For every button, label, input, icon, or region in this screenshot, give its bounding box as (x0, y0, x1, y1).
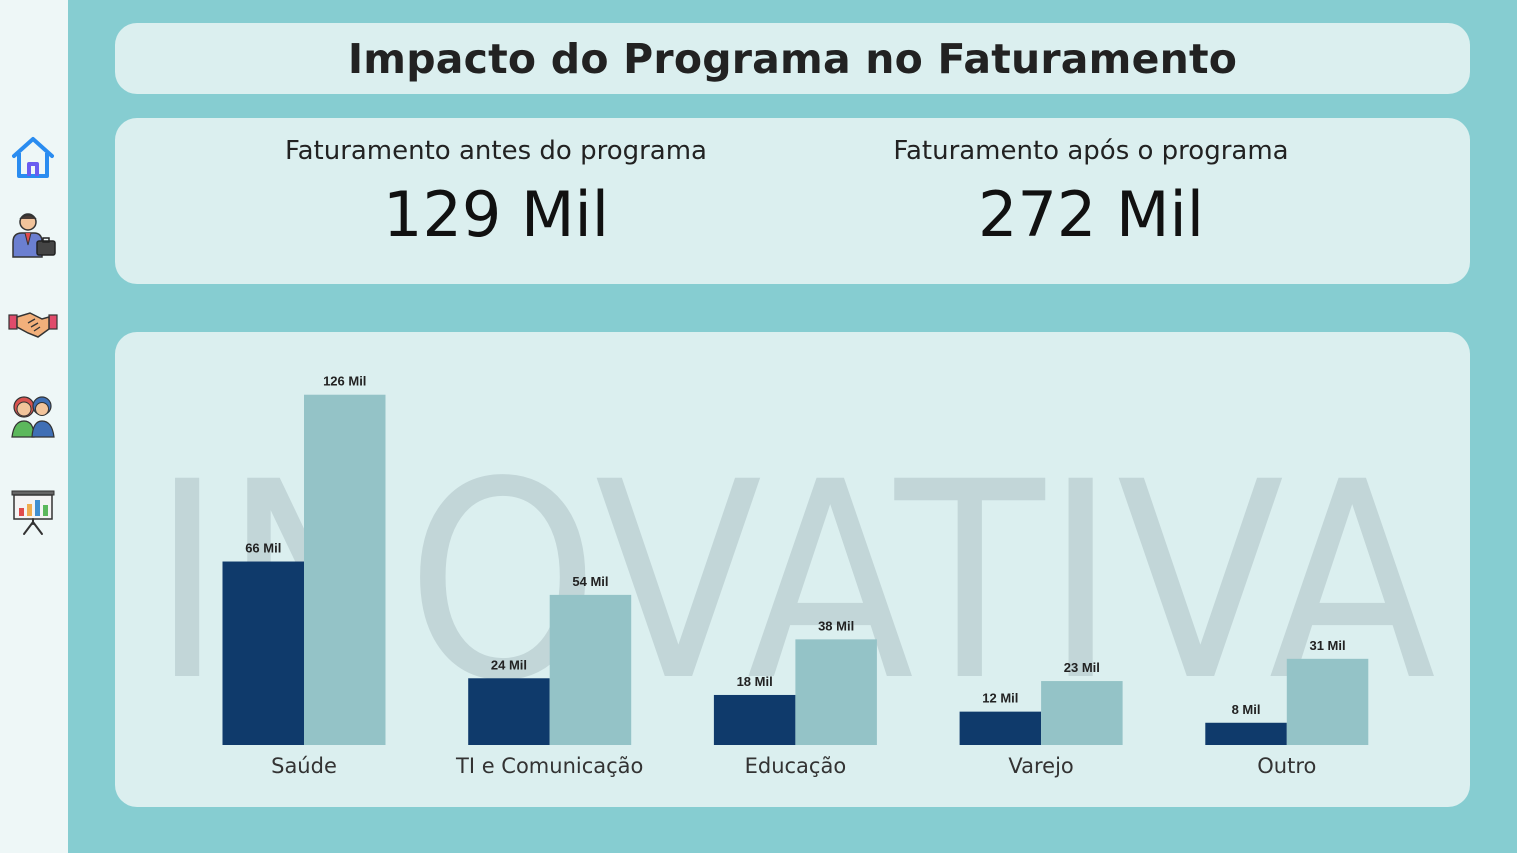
bar-after-3[interactable] (1041, 681, 1123, 745)
kpi-after: Faturamento após o programa 272 Mil (811, 136, 1371, 251)
category-label-4: Outro (1257, 754, 1316, 778)
nav-home-button[interactable] (6, 130, 60, 184)
bar-before-4[interactable] (1205, 722, 1287, 745)
nav-people-button[interactable] (6, 387, 60, 441)
bar-before-3[interactable] (959, 711, 1042, 745)
category-label-1: TI e Comunicação (455, 754, 643, 778)
title-panel: Impacto do Programa no Faturamento (115, 23, 1470, 94)
kpi-after-label: Faturamento após o programa (893, 136, 1289, 166)
data-label-after-0: 126 Mil (323, 374, 366, 389)
bar-before-2[interactable] (713, 694, 796, 745)
nav-presentation-button[interactable] (6, 484, 60, 538)
people-icon (11, 396, 55, 438)
home-icon (12, 137, 54, 178)
nav-businessman-button[interactable] (6, 207, 60, 261)
bar-after-4[interactable] (1286, 658, 1369, 745)
data-label-before-2: 18 Mil (737, 674, 773, 689)
bar-after-0[interactable] (304, 394, 386, 745)
kpi-before: Faturamento antes do programa 129 Mil (216, 136, 776, 251)
page-title: Impacto do Programa no Faturamento (347, 34, 1238, 83)
chart-panel: INOVATIVA 66 Mil 126 Mil Saúde 24 Mil 54 Mil… (115, 332, 1470, 807)
kpi-before-label: Faturamento antes do programa (285, 136, 707, 166)
businessman-icon (12, 213, 56, 258)
sidebar (0, 0, 68, 853)
presentation-chart-icon (11, 490, 55, 535)
kpi-panel: Faturamento antes do programa 129 Mil Fa… (115, 118, 1470, 284)
kpi-before-value: 129 Mil (383, 178, 609, 251)
category-label-0: Saúde (271, 754, 337, 778)
bar-before-0[interactable] (222, 561, 305, 745)
bar-after-2[interactable] (795, 639, 877, 745)
data-label-before-0: 66 Mil (245, 541, 281, 556)
category-label-3: Varejo (1008, 754, 1073, 778)
bar-after-1[interactable] (549, 594, 632, 745)
category-label-2: Educação (745, 754, 847, 778)
bar-before-1[interactable] (468, 678, 550, 745)
data-label-after-1: 54 Mil (572, 574, 608, 589)
data-label-after-2: 38 Mil (818, 618, 854, 633)
data-label-before-4: 8 Mil (1232, 702, 1261, 717)
kpi-after-value: 272 Mil (978, 178, 1204, 251)
nav-handshake-button[interactable] (6, 297, 60, 351)
data-label-after-3: 23 Mil (1064, 660, 1100, 675)
data-label-after-4: 31 Mil (1309, 638, 1345, 653)
data-label-before-1: 24 Mil (491, 657, 527, 672)
data-label-before-3: 12 Mil (982, 691, 1018, 706)
handshake-icon (8, 312, 58, 338)
